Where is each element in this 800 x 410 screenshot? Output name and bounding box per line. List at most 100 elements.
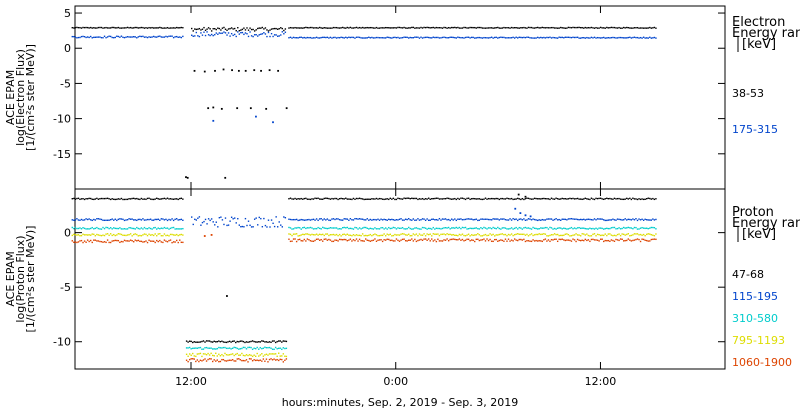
data-point (440, 240, 442, 242)
data-point (186, 176, 189, 179)
data-point (216, 340, 219, 343)
data-point (163, 27, 166, 29)
data-point (400, 27, 402, 29)
data-point (79, 26, 81, 29)
data-point (120, 35, 123, 37)
data-point (215, 221, 217, 223)
data-point (267, 30, 270, 32)
data-point (182, 227, 184, 230)
data-point (530, 228, 533, 230)
data-point (520, 233, 522, 235)
data-point (610, 227, 613, 229)
data-point (642, 238, 645, 241)
data-point (309, 219, 312, 221)
data-point (589, 240, 591, 243)
data-point (230, 216, 233, 218)
data-point (606, 26, 608, 29)
data-point (604, 227, 606, 230)
data-point (408, 197, 410, 199)
data-point (258, 27, 260, 29)
data-point (253, 347, 255, 349)
data-point (288, 37, 290, 39)
data-point (523, 26, 525, 29)
data-point (615, 238, 617, 241)
data-point (175, 239, 178, 242)
data-point (325, 233, 327, 235)
data-point (295, 198, 298, 200)
data-point (193, 358, 195, 360)
data-point (427, 36, 430, 39)
data-point (494, 238, 496, 241)
data-point (567, 239, 570, 241)
data-point (590, 238, 593, 241)
data-point (560, 238, 562, 241)
data-point (377, 36, 379, 39)
data-point (517, 228, 519, 230)
data-point (408, 226, 410, 229)
data-point (435, 36, 438, 39)
data-point (197, 35, 199, 37)
data-point (125, 27, 127, 29)
data-point (193, 69, 196, 72)
data-point (166, 197, 169, 199)
data-point (426, 198, 428, 200)
data-point (171, 27, 173, 29)
data-point (320, 36, 322, 39)
data-point (263, 32, 265, 34)
data-point (97, 36, 100, 38)
data-point (484, 240, 487, 242)
data-point (570, 226, 573, 229)
data-point (231, 347, 234, 350)
data-point (486, 37, 488, 39)
data-point (243, 27, 245, 29)
data-point (331, 37, 333, 39)
data-point (527, 36, 530, 38)
data-point (148, 239, 150, 241)
data-point (596, 228, 599, 230)
data-point (440, 228, 442, 230)
data-point (160, 218, 163, 220)
data-point (498, 233, 501, 236)
data-point (437, 36, 439, 39)
data-point (247, 354, 249, 357)
data-point (116, 227, 118, 230)
data-point (259, 341, 261, 343)
data-point (105, 219, 107, 222)
data-point (517, 193, 520, 196)
data-point (272, 28, 274, 30)
data-point (357, 234, 359, 237)
data-point (323, 234, 325, 237)
data-point (406, 234, 408, 236)
data-point (510, 219, 513, 221)
data-point (323, 197, 325, 200)
data-point (320, 228, 322, 230)
data-point (374, 198, 376, 200)
data-point (401, 36, 404, 39)
data-point (259, 359, 261, 361)
data-point (650, 234, 653, 236)
data-point (100, 197, 103, 200)
data-point (543, 26, 545, 29)
data-point (245, 359, 248, 361)
data-point (599, 234, 602, 237)
data-point (601, 198, 603, 200)
data-point (281, 341, 283, 343)
data-point (227, 347, 229, 350)
data-point (262, 358, 265, 360)
data-point (244, 217, 247, 220)
data-point (481, 37, 484, 39)
data-point (285, 358, 288, 360)
data-point (404, 218, 407, 220)
data-point (564, 233, 567, 235)
data-point (417, 27, 419, 29)
data-point (97, 26, 100, 29)
data-point (372, 218, 375, 221)
data-point (122, 36, 124, 39)
data-point (515, 218, 517, 220)
data-point (226, 29, 228, 32)
data-point (257, 27, 259, 30)
data-point (96, 197, 98, 200)
data-point (300, 218, 302, 221)
data-point (129, 227, 132, 229)
